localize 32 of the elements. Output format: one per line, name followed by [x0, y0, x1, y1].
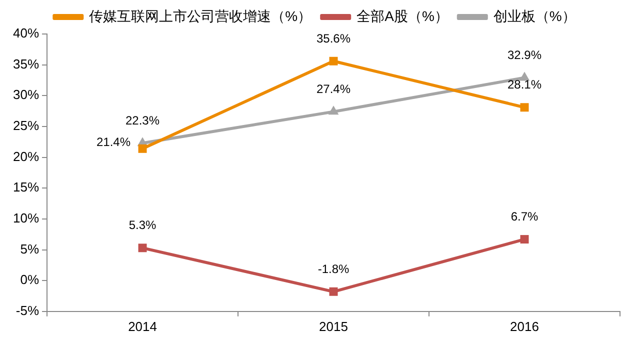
point — [138, 144, 147, 153]
data-label: 6.7% — [510, 210, 539, 224]
data-label: 27.4% — [316, 82, 351, 96]
data-label: 22.3% — [126, 113, 160, 128]
y-tick-label: 10% — [12, 210, 40, 226]
point — [138, 244, 147, 252]
y-tick-label: 5% — [20, 241, 40, 256]
x-tick-label: 2015 — [319, 318, 348, 334]
legend-label: 传媒互联网上市公司营收增速（%） — [89, 8, 312, 24]
data-label: 32.9% — [507, 48, 542, 62]
legend-label: 全部A股（%） — [356, 8, 448, 24]
data-label: 5.3% — [128, 218, 157, 232]
x-tick-label: 2016 — [510, 318, 539, 334]
y-tick-label: 0% — [20, 272, 40, 288]
data-label: -1.8% — [318, 262, 350, 276]
y-tick-label: -5% — [16, 302, 40, 318]
y-tick-label: 15% — [12, 180, 40, 195]
data-label: 35.6% — [316, 31, 351, 46]
data-label: 28.1% — [507, 78, 542, 92]
y-tick-label: 35% — [12, 56, 40, 72]
y-tick-label: 40% — [12, 26, 40, 41]
point — [328, 106, 339, 115]
x-tick-label: 2014 — [128, 318, 157, 334]
data-label: 21.4% — [96, 134, 131, 149]
point — [520, 235, 529, 244]
y-tick-label: 30% — [12, 87, 40, 102]
point — [329, 56, 338, 66]
y-tick-label: 25% — [12, 118, 40, 134]
point — [329, 287, 338, 296]
legend-label: 创业板（%） — [493, 8, 576, 24]
y-tick-label: 20% — [12, 148, 40, 164]
point — [520, 103, 529, 112]
